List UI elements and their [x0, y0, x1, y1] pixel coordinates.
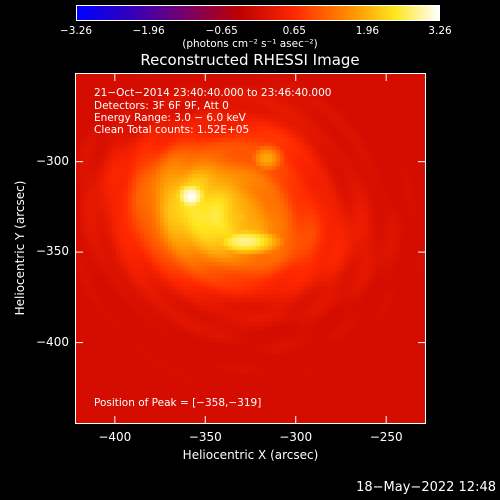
colorbar: [76, 5, 440, 21]
peak-position-label: Position of Peak = [−358,−319]: [94, 397, 262, 409]
heatmap-image: [76, 74, 425, 423]
x-tick-label: −300: [279, 430, 313, 444]
timestamp: 18−May−2022 12:48: [356, 480, 496, 495]
colorbar-tick-label: 1.96: [355, 25, 380, 37]
x-tick-label: −400: [98, 430, 132, 444]
info-line-detectors: Detectors: 3F 6F 9F, Att 0: [94, 100, 229, 112]
colorbar-unit-label: (photons cm⁻² s⁻¹ asec⁻²): [182, 38, 318, 50]
x-tick-label: −250: [369, 430, 403, 444]
chart-title: Reconstructed RHESSI Image: [140, 51, 360, 69]
y-tick-label: −300: [36, 153, 69, 168]
info-line-energy: Energy Range: 3.0 − 6.0 keV: [94, 112, 246, 124]
colorbar-tick-label: −1.96: [132, 25, 165, 37]
colorbar-tick-label: −3.26: [59, 25, 93, 37]
y-tick-label: −350: [36, 244, 69, 259]
colorbar-gradient: [77, 6, 439, 20]
x-tick-label: −350: [188, 430, 222, 444]
colorbar-tick-label: 0.65: [282, 25, 306, 37]
y-tick-label: −400: [36, 334, 69, 349]
x-axis-label: Heliocentric X (arcsec): [182, 448, 319, 462]
info-line-counts: Clean Total counts: 1.52E+05: [94, 124, 250, 136]
plot-area: [75, 73, 426, 424]
colorbar-tick-label: −0.65: [205, 25, 238, 37]
colorbar-tick-label: 3.26: [428, 25, 452, 37]
info-line-time: 21−Oct−2014 23:40:40.000 to 23:46:40.000: [94, 87, 332, 99]
y-axis-label: Heliocentric Y (arcsec): [13, 180, 27, 316]
